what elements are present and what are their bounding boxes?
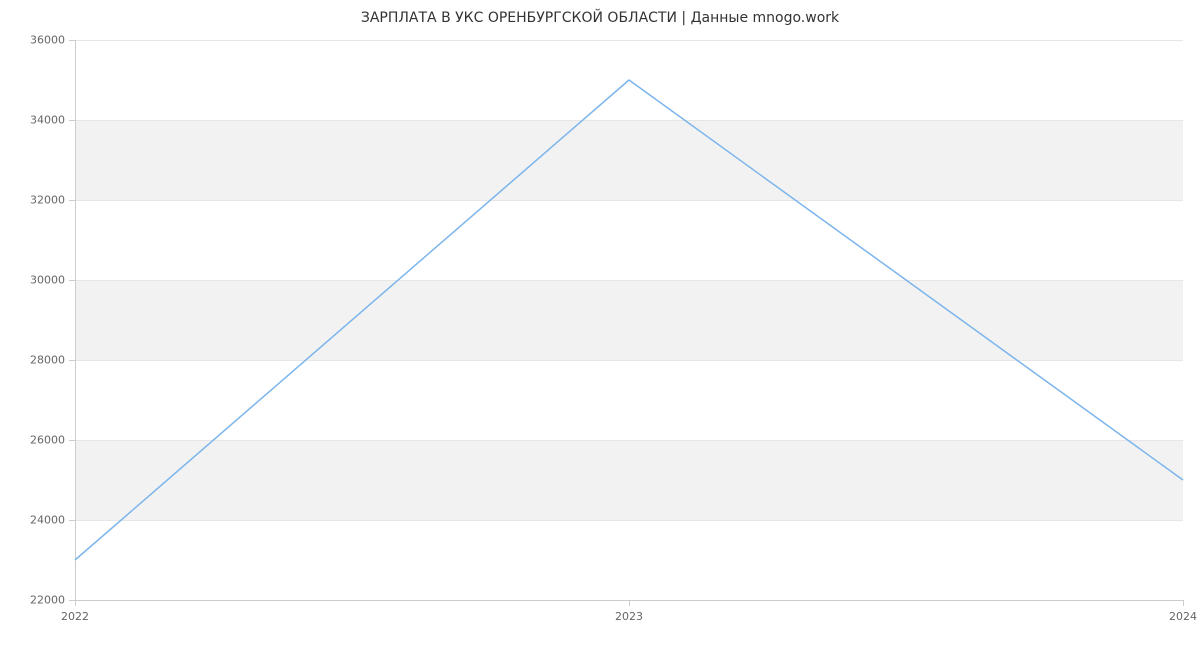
series-line-salary: [75, 80, 1183, 560]
y-tick-label: 22000: [15, 594, 65, 607]
plot-area: [75, 40, 1183, 600]
y-tick-label: 30000: [15, 274, 65, 287]
y-tick-label: 26000: [15, 434, 65, 447]
series-layer: [75, 40, 1183, 600]
x-tick-label: 2022: [45, 610, 105, 623]
x-tick-label: 2023: [599, 610, 659, 623]
x-tick: [1183, 600, 1184, 606]
y-tick-label: 24000: [15, 514, 65, 527]
x-tick: [629, 600, 630, 606]
y-tick-label: 32000: [15, 194, 65, 207]
chart-title: ЗАРПЛАТА В УКС ОРЕНБУРГСКОЙ ОБЛАСТИ | Да…: [0, 10, 1200, 26]
y-tick-label: 28000: [15, 354, 65, 367]
y-tick-label: 34000: [15, 114, 65, 127]
y-tick-label: 36000: [15, 34, 65, 47]
x-tick-label: 2024: [1153, 610, 1200, 623]
x-tick: [75, 600, 76, 606]
